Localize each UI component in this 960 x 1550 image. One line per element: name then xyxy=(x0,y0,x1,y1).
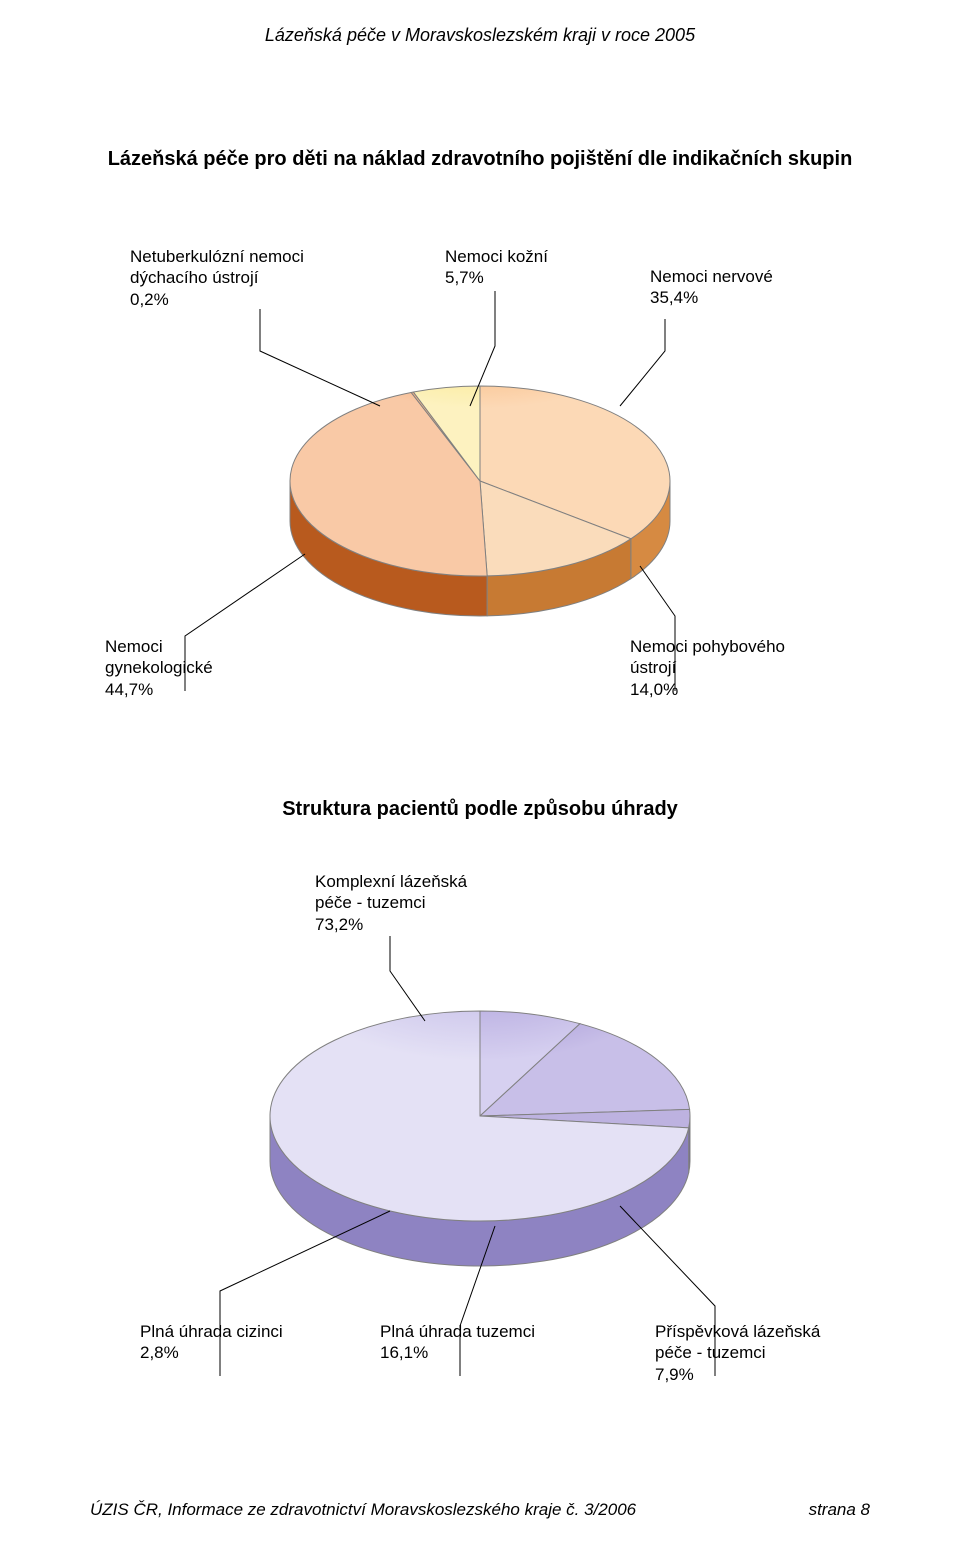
chart2-leaders xyxy=(90,796,870,1436)
document-page: Lázeňská péče v Moravskoslezském kraji v… xyxy=(0,0,960,1550)
chart1-leaders xyxy=(90,146,870,786)
footer-right: strana 8 xyxy=(809,1500,870,1520)
page-header: Lázeňská péče v Moravskoslezském kraji v… xyxy=(90,0,870,46)
page-footer: ÚZIS ČR, Informace ze zdravotnictví Mora… xyxy=(90,1500,870,1520)
footer-left: ÚZIS ČR, Informace ze zdravotnictví Mora… xyxy=(90,1500,636,1520)
chart1-container: Lázeňská péče pro děti na náklad zdravot… xyxy=(90,146,870,786)
chart2-container: Struktura pacientů podle způsobu úhrady … xyxy=(90,796,870,1436)
